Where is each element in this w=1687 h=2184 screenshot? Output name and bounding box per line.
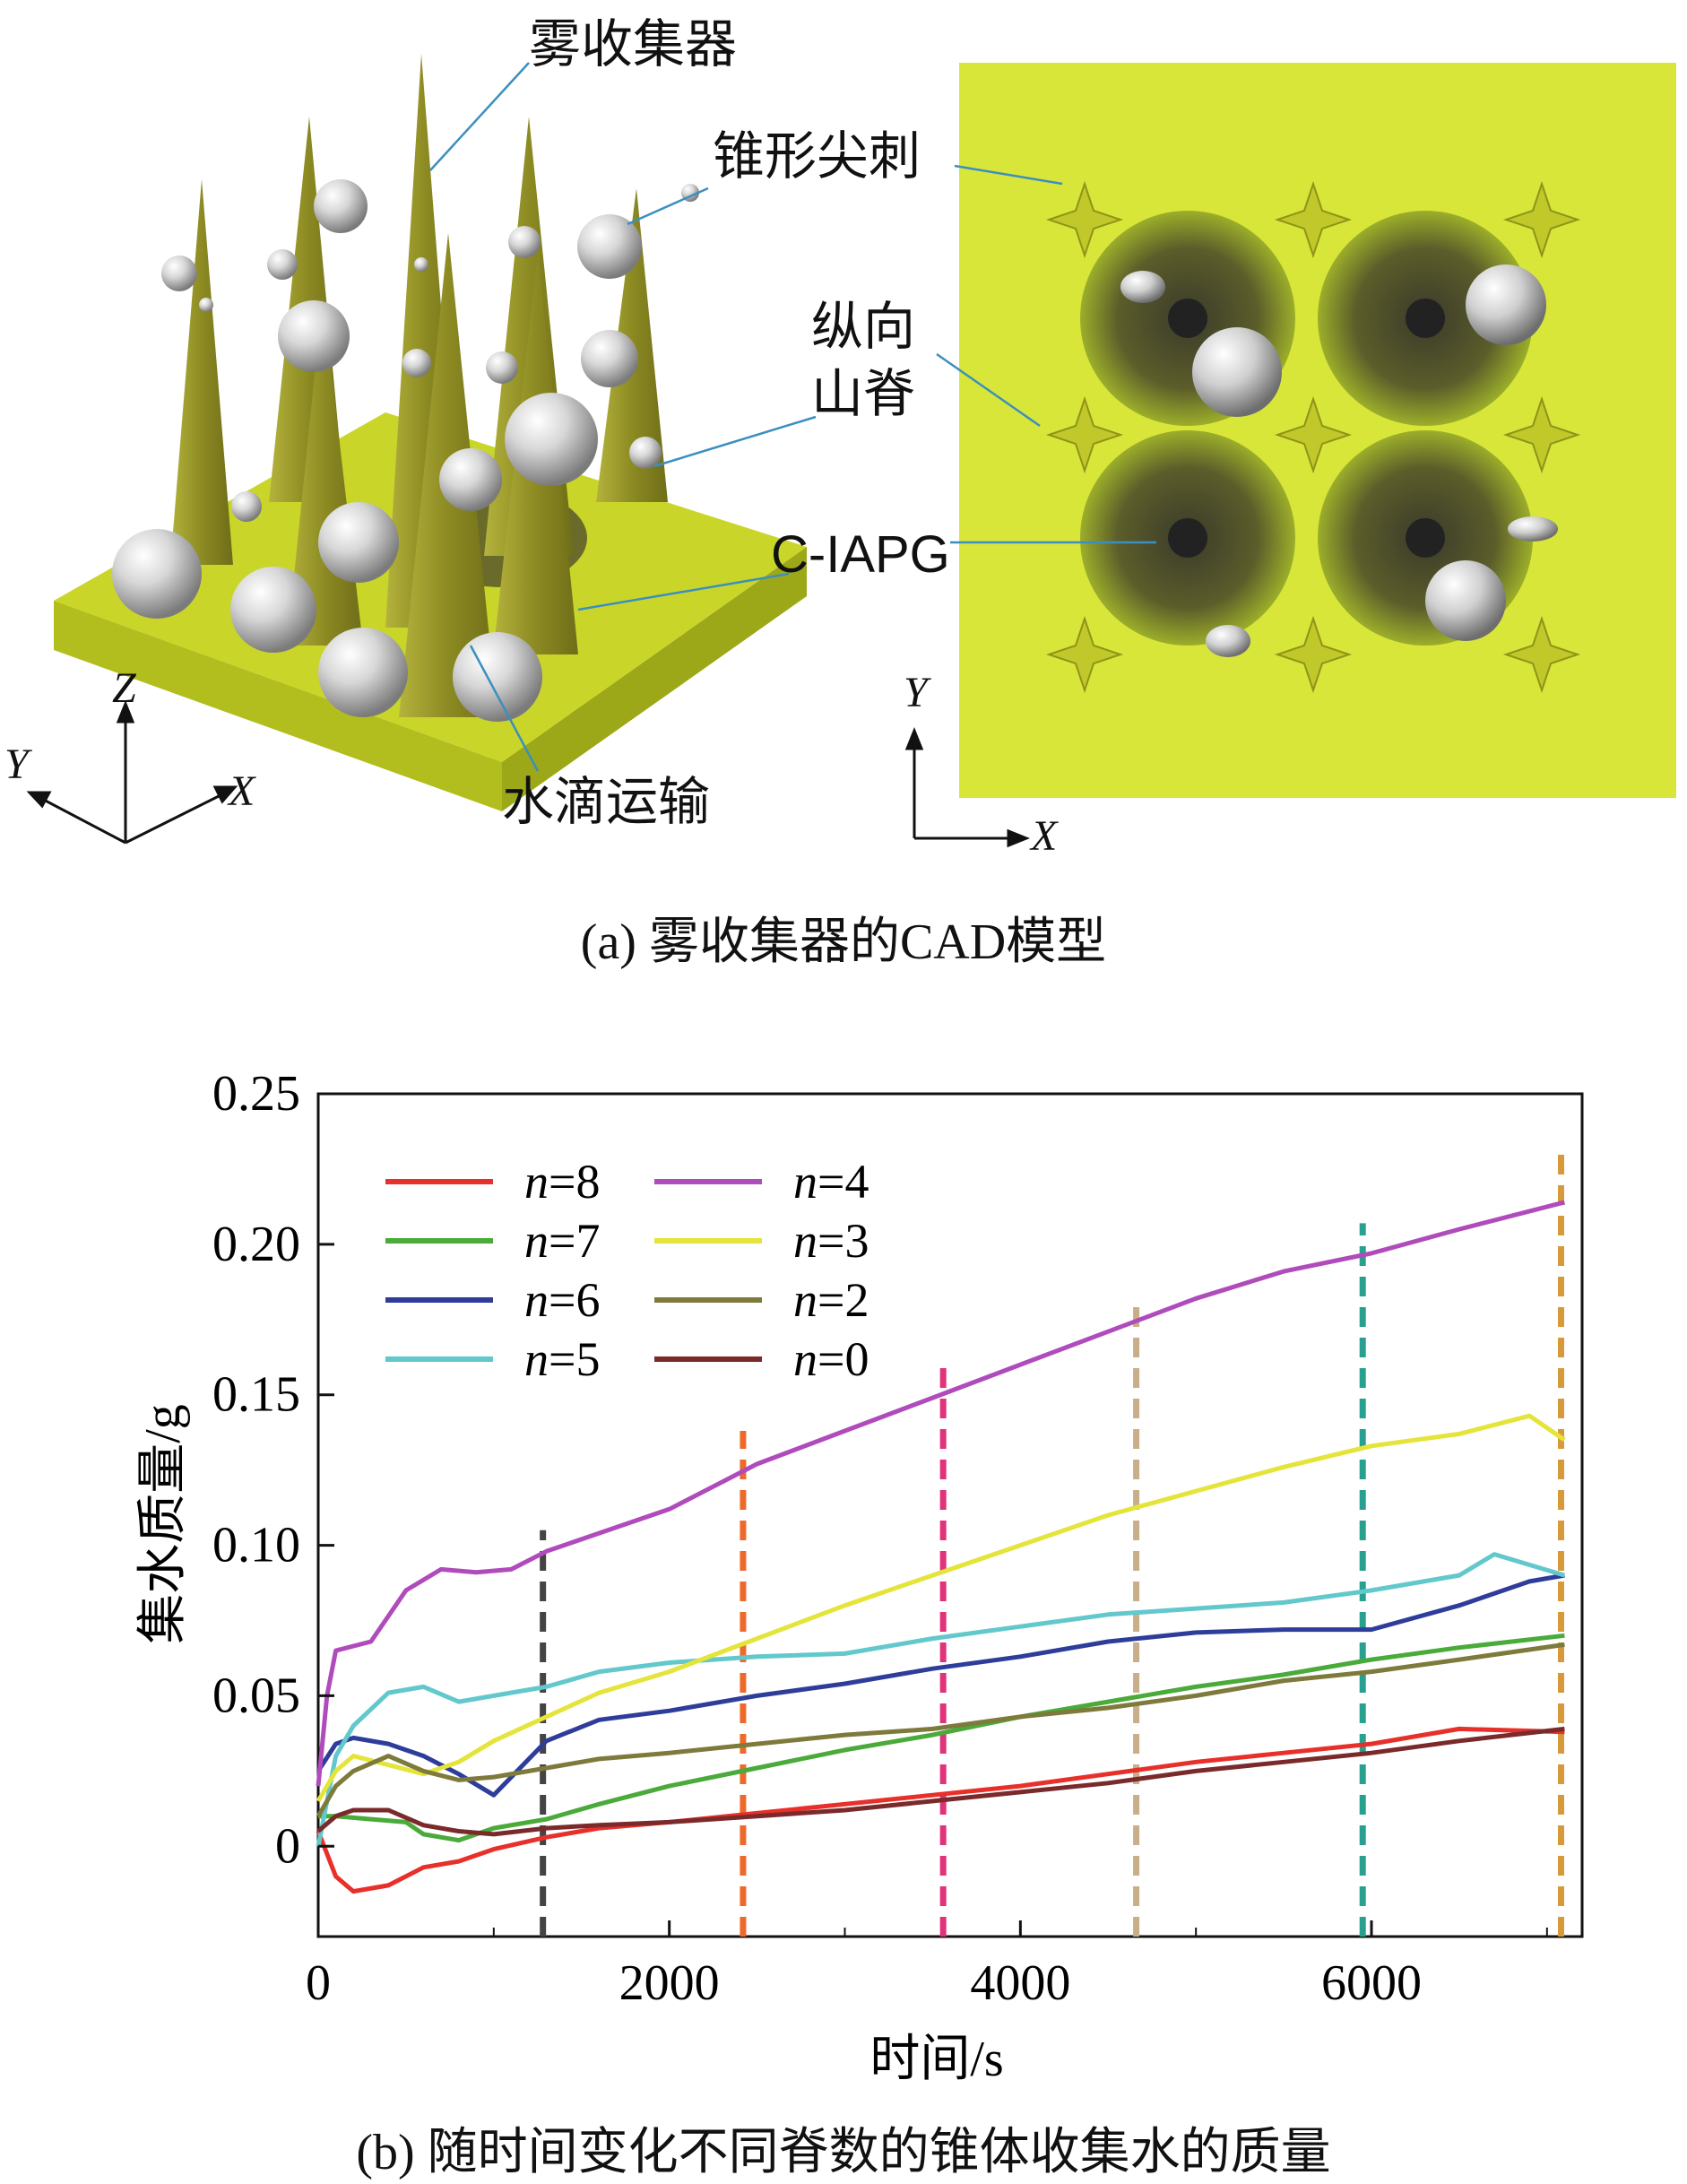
label-water-transport: 水滴运输 bbox=[502, 771, 711, 832]
caption-b: (b) 随时间变化不同脊数的锥体收集水的质量 bbox=[356, 2125, 1331, 2180]
y-tick-label: 0.05 bbox=[212, 1668, 300, 1723]
cone bbox=[170, 179, 233, 565]
series-line-n-6 bbox=[316, 1573, 1565, 1798]
axis-y-letter: Y bbox=[4, 741, 29, 788]
cad-top-view bbox=[959, 63, 1676, 798]
series-line-n-5 bbox=[316, 1552, 1566, 1847]
legend-label: n=8 bbox=[524, 1155, 600, 1209]
y-axis-label: 集水质量/g bbox=[135, 1404, 191, 1644]
plot-area-frame bbox=[316, 1092, 1584, 1938]
legend-label: n=5 bbox=[524, 1332, 600, 1386]
y-tick-label: 0.25 bbox=[212, 1066, 300, 1122]
x-tick-label: 6000 bbox=[1321, 1955, 1422, 2011]
base-plate-side bbox=[502, 547, 807, 811]
y-tick-label: 0.15 bbox=[212, 1367, 300, 1423]
cone-spines-top bbox=[1045, 180, 1581, 694]
y-tick-label: 0 bbox=[275, 1818, 300, 1874]
cad-3d-illustration bbox=[26, 54, 817, 845]
series-line-n-0 bbox=[316, 1726, 1565, 1837]
label-c-iapg: C-IAPG bbox=[771, 525, 950, 584]
legend-label: n=3 bbox=[793, 1214, 869, 1268]
base-plate-front bbox=[54, 601, 502, 811]
x-axis-label: 时间/s bbox=[869, 2032, 1003, 2087]
series-line-n-7 bbox=[318, 1633, 1565, 1843]
axis-x-letter: X bbox=[229, 767, 255, 815]
axis-z-letter: Z bbox=[112, 664, 136, 712]
callout-lines-left bbox=[429, 62, 817, 772]
water-droplets-top bbox=[1120, 264, 1558, 657]
label-fog-collector: 雾收集器 bbox=[529, 13, 738, 74]
series-line-n-2 bbox=[316, 1642, 1565, 1817]
right-axis-x-letter: X bbox=[1031, 812, 1058, 860]
series-line-n-4 bbox=[316, 1200, 1566, 1787]
right-axis-y-letter: Y bbox=[904, 669, 928, 716]
caption-a: (a) 雾收集器的CAD模型 bbox=[580, 914, 1107, 970]
callout-lines-right bbox=[904, 164, 1156, 848]
series-line-n-3 bbox=[316, 1413, 1566, 1803]
label-longitudinal-ridge-2: 山脊 bbox=[811, 363, 916, 424]
legend-label: n=7 bbox=[524, 1214, 600, 1268]
legend-label: n=0 bbox=[793, 1332, 869, 1386]
y-tick-label: 0.20 bbox=[212, 1217, 300, 1272]
axes-3d bbox=[26, 699, 238, 845]
x-tick-label: 2000 bbox=[619, 1955, 720, 2011]
label-longitudinal-ridge-1: 纵向 bbox=[811, 296, 916, 357]
x-tick-label: 4000 bbox=[970, 1955, 1070, 2011]
water-droplets bbox=[112, 179, 699, 722]
legend-label: n=2 bbox=[793, 1273, 869, 1327]
legend-label: n=6 bbox=[524, 1273, 600, 1327]
y-tick-label: 0.10 bbox=[212, 1518, 300, 1573]
legend-label: n=4 bbox=[793, 1155, 869, 1209]
x-tick-label: 0 bbox=[306, 1955, 331, 2011]
label-cone-spine: 锥形尖刺 bbox=[713, 126, 921, 186]
